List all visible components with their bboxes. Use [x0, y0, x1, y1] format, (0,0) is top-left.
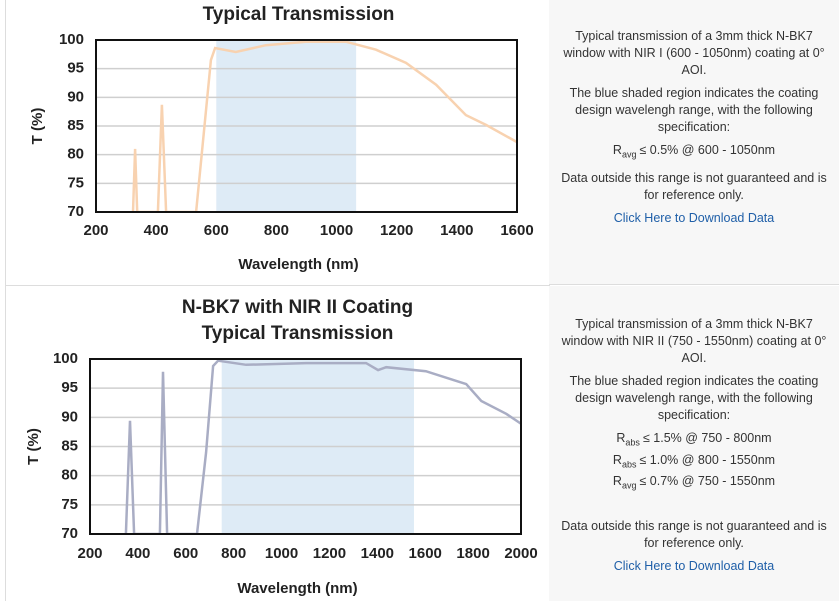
spec-subscript: avg [621, 149, 637, 160]
y-tick-label: 85 [61, 437, 78, 454]
spec: Rabs ≤ 1.5% @ 750 - 800nm [553, 430, 835, 452]
disclaimer: Data outside this range is not guarantee… [561, 170, 827, 202]
plot-frame [95, 39, 518, 213]
chart: Typical Transmission Wavelength (nm) T (%)… [29, 4, 534, 273]
y-tick-label: 100 [59, 31, 84, 48]
chart-subtitle: Typical Transmission [202, 323, 394, 344]
x-tick-label: 1600 [409, 545, 442, 562]
download-link[interactable]: Click Here to Download Data [613, 210, 775, 225]
y-tick-label: 90 [61, 408, 78, 425]
x-tick-label: 1200 [380, 222, 413, 239]
y-tick-label: 85 [67, 117, 84, 134]
spec-symbol: R [612, 143, 622, 157]
spec-symbol: R [616, 431, 626, 445]
x-tick-label: 200 [77, 545, 102, 562]
description: Typical transmission of a 3mm thick N-BK… [563, 29, 825, 77]
x-axis-label: Wavelength (nm) [237, 580, 357, 597]
transmission-line [124, 359, 521, 534]
spec-symbol: R [612, 474, 622, 488]
x-tick-label: 1600 [500, 222, 533, 239]
chart-title: N-BK7 with NIR II Coating [182, 297, 413, 318]
y-tick-label: 95 [67, 60, 84, 77]
x-tick-label: 1800 [456, 545, 489, 562]
x-tick-label: 600 [173, 545, 198, 562]
x-tick-label: 1000 [265, 545, 298, 562]
x-tick-label: 1200 [313, 545, 346, 562]
x-tick-label: 1000 [320, 222, 353, 239]
x-tick-label: 400 [125, 545, 150, 562]
x-tick-label: 600 [204, 222, 229, 239]
shading-note: The blue shaded region indicates the coa… [569, 86, 819, 134]
spec-list: Ravg ≤ 0.5% @ 600 - 1050nm [553, 142, 835, 164]
y-tick-label: 75 [61, 496, 78, 513]
x-axis-label: Wavelength (nm) [238, 256, 358, 273]
spec: Ravg ≤ 0.5% @ 600 - 1050nm [553, 142, 835, 164]
shading-note: The blue shaded region indicates the coa… [569, 374, 819, 422]
y-tick-label: 95 [61, 379, 78, 396]
y-tick-label: 70 [67, 203, 84, 220]
info-panel: Typical transmission of a 3mm thick N-BK… [549, 286, 839, 601]
chart: N-BK7 with NIR II Coating Typical Transmi… [25, 297, 538, 597]
x-tick-label: 1400 [361, 545, 394, 562]
x-tick-label: 400 [144, 222, 169, 239]
spec-text: ≤ 1.0% @ 800 - 1550nm [639, 452, 776, 467]
y-tick-label: 100 [53, 350, 78, 367]
chart-subtitle: Typical Transmission [203, 4, 395, 25]
y-axis-label: T (%) [25, 428, 42, 465]
spec: Ravg ≤ 0.7% @ 750 - 1550nm [553, 473, 835, 495]
x-tick-label: 200 [83, 222, 108, 239]
y-axis-label: T (%) [29, 108, 46, 145]
x-tick-label: 2000 [504, 545, 537, 562]
disclaimer: Data outside this range is not guarantee… [561, 518, 827, 550]
spec-text: ≤ 0.7% @ 750 - 1550nm [639, 474, 776, 488]
transmission-line [131, 40, 517, 212]
plot-frame [89, 358, 522, 535]
spec-list: Rabs ≤ 1.5% @ 750 - 800nm Rabs ≤ 1.0% @ 800… [553, 430, 835, 495]
x-tick-label: 1400 [440, 222, 473, 239]
chart-panel: Typical Transmission Wavelength (nm) T (%)… [5, 0, 550, 286]
description: Typical transmission of a 3mm thick N-BK… [561, 317, 827, 365]
spec-subscript: abs [625, 437, 640, 448]
x-tick-label: 800 [264, 222, 289, 239]
download-link[interactable]: Click Here to Download Data [613, 558, 775, 573]
spec-subscript: avg [621, 480, 637, 491]
spec-text: ≤ 0.5% @ 600 - 1050nm [639, 143, 776, 157]
chart-panel: N-BK7 with NIR II Coating Typical Transmi… [5, 286, 550, 601]
y-tick-label: 70 [61, 525, 78, 542]
y-tick-label: 75 [67, 174, 84, 191]
y-tick-label: 80 [67, 146, 84, 163]
x-tick-label: 800 [221, 545, 246, 562]
y-tick-label: 80 [61, 467, 78, 484]
y-tick-label: 90 [67, 88, 84, 105]
spec: Rabs ≤ 1.0% @ 800 - 1550nm [553, 452, 835, 474]
spec-text: ≤ 1.5% @ 750 - 800nm [642, 431, 772, 445]
info-panel: Typical transmission of a 3mm thick N-BK… [549, 0, 839, 285]
spec-subscript: abs [621, 459, 637, 469]
spec-symbol: R [612, 452, 622, 467]
